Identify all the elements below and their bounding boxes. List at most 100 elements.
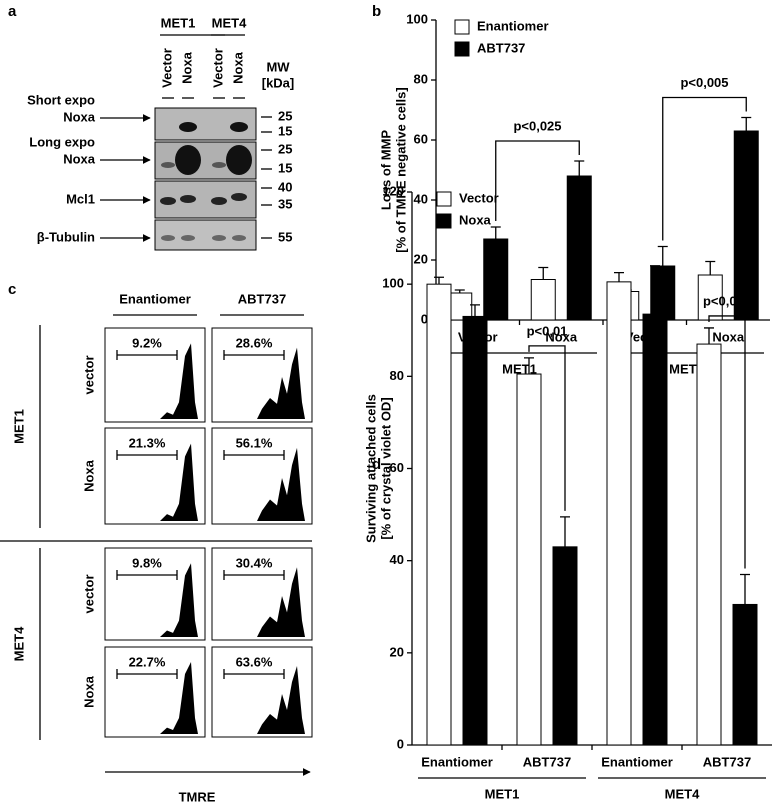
row-label: β-Tubulin — [37, 229, 95, 244]
percentage: 28.6% — [236, 335, 273, 350]
histogram-box — [104, 547, 206, 641]
row-label: Mcl1 — [66, 191, 95, 206]
bar — [697, 274, 723, 321]
error-bar — [574, 160, 585, 176]
y-tick-label: 60 — [390, 460, 404, 475]
bracket — [495, 140, 580, 221]
error-bar — [614, 271, 624, 282]
bracket — [528, 345, 566, 511]
bar — [426, 283, 452, 746]
group-label: MET4 — [665, 786, 700, 801]
panel-label: a — [8, 3, 17, 20]
mw-title: [kDa] — [262, 75, 295, 90]
x-tick-label: Noxa — [712, 329, 745, 344]
legend-label: Noxa — [459, 212, 492, 227]
percentage: 9.2% — [132, 335, 162, 350]
x-tick-label: Enantiomer — [421, 754, 493, 769]
lane-label: Vector — [210, 48, 225, 88]
p-value: p<0,001 — [703, 293, 751, 308]
error-bar — [657, 245, 668, 266]
y-tick-label: 40 — [390, 552, 404, 567]
percentage: 63.6% — [236, 654, 273, 669]
panel-label: c — [8, 281, 16, 298]
mw-label: 35 — [278, 196, 292, 211]
histogram-box — [104, 327, 206, 423]
y-tick-label: 40 — [414, 191, 428, 206]
legend-swatch — [436, 213, 452, 229]
bar — [566, 175, 592, 321]
x-tick-label: Enantiomer — [601, 754, 673, 769]
y-tick-label: 120 — [382, 183, 404, 198]
y-tick-label: 0 — [421, 311, 428, 326]
error-bar — [650, 265, 660, 315]
row-label: Noxa — [81, 459, 96, 492]
row-label: Noxa — [63, 151, 96, 166]
bar — [606, 281, 632, 746]
y-tick-label: 100 — [382, 276, 404, 291]
x-axis-label: TMRE — [179, 789, 216, 804]
bar — [732, 603, 758, 746]
row-label: Noxa — [81, 675, 96, 708]
error-bar — [740, 573, 750, 605]
bar — [733, 130, 759, 321]
x-tick-label: ABT737 — [523, 754, 571, 769]
column-header: ABT737 — [238, 291, 286, 306]
histogram — [257, 567, 305, 637]
error-bar — [538, 266, 549, 280]
histogram-box — [211, 547, 313, 641]
error-bar — [470, 304, 480, 317]
bar — [447, 292, 473, 321]
error-bar — [741, 116, 752, 131]
y-tick-label: 60 — [414, 131, 428, 146]
group-label: MET1 — [502, 361, 537, 376]
y-tick-label: 80 — [414, 71, 428, 86]
error-bar — [454, 289, 465, 293]
mw-label: 25 — [278, 141, 292, 156]
percentage: 56.1% — [236, 435, 273, 450]
mw-label: 25 — [278, 108, 292, 123]
y-tick-label: 0 — [397, 736, 404, 751]
mw-label: 55 — [278, 229, 292, 244]
group-label: MET4 — [11, 626, 26, 661]
bar — [483, 238, 509, 321]
error-bar — [434, 276, 444, 285]
blot-group: MET1 — [161, 15, 196, 30]
bar — [696, 343, 722, 746]
bar — [552, 546, 578, 746]
histogram — [160, 563, 198, 637]
histogram-box — [104, 646, 206, 738]
lane-label: Vector — [159, 48, 174, 88]
error-bar — [704, 327, 714, 345]
row-label: vector — [81, 355, 96, 394]
y-tick-label: 80 — [390, 368, 404, 383]
panel-label: b — [372, 3, 381, 20]
legend-swatch — [454, 41, 470, 57]
y-tick-label: 100 — [406, 11, 428, 26]
percentage: 30.4% — [236, 555, 273, 570]
blot-image — [154, 107, 257, 251]
histogram — [160, 662, 198, 734]
error-bar — [490, 226, 501, 239]
error-bar — [524, 357, 534, 375]
y-tick-label: 20 — [414, 251, 428, 266]
y-axis-label: Loss of MMP — [378, 130, 393, 210]
mw-label: 40 — [278, 179, 292, 194]
p-value: p<0,005 — [680, 75, 728, 90]
histogram-box — [211, 327, 313, 423]
histogram — [257, 347, 305, 419]
bracket — [708, 315, 746, 569]
legend-swatch — [454, 19, 470, 35]
bar — [462, 315, 488, 746]
mw-title: MW — [266, 59, 290, 74]
bar — [642, 313, 668, 746]
lane-label: Noxa — [230, 51, 245, 84]
group-label: MET1 — [11, 409, 26, 444]
lane-label: Noxa — [179, 51, 194, 84]
histogram — [160, 343, 198, 419]
bar — [530, 279, 556, 321]
histogram-box — [211, 427, 313, 525]
p-value: p<0,025 — [513, 118, 561, 133]
group-label: MET4 — [669, 361, 704, 376]
mw-label: 15 — [278, 123, 292, 138]
